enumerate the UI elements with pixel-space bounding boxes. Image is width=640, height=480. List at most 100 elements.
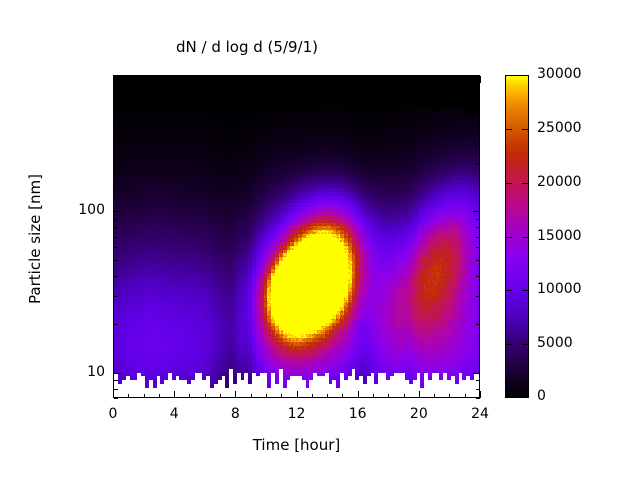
y-tick-label: 10 [87,363,105,380]
colorbar-tick-label: 30000 [537,66,582,82]
x-tick-minor-top [327,76,329,80]
x-tick-minor [372,394,374,398]
x-tick-minor-top [464,76,466,80]
colorbar-tick-label: 15000 [537,227,582,244]
x-tick-minor-top [265,76,267,80]
x-axis-title: Time [hour] [252,436,341,454]
colorbar [505,75,529,398]
x-tick-minor [143,394,145,398]
colorbar-tick-label: 25000 [537,119,582,136]
y-tick-minor [114,380,118,382]
colorbar-tick-label: 20000 [537,173,582,190]
colorbar-tick-label: 10000 [537,281,582,298]
x-tick-minor-top [342,76,344,80]
y-tick-minor-right [476,275,480,277]
x-tick-major [296,391,298,398]
x-tick-major [113,391,114,398]
y-tick-minor-right [476,227,480,229]
heatmap-canvas [114,76,479,397]
x-tick-minor [342,394,344,398]
x-tick-minor-top [143,76,145,80]
y-tick-minor-right [476,388,480,390]
y-tick-minor [114,85,118,87]
colorbar-tick-label: 0 [537,388,546,404]
colorbar-tick-right [522,290,528,292]
x-tick-label: 4 [169,406,179,422]
x-tick-minor-top [158,76,160,80]
y-tick-minor-right [476,295,480,297]
y-tick-label: 100 [78,202,105,219]
y-tick-minor [114,324,118,326]
y-tick-minor [114,295,118,297]
x-tick-minor [158,394,160,398]
x-tick-major-top [174,76,176,83]
y-tick-minor [114,134,118,136]
colorbar-gradient [506,76,528,397]
y-tick-minor [114,227,118,229]
y-tick-minor-right [476,98,480,100]
x-tick-minor [449,394,451,398]
y-tick-minor-right [476,75,480,76]
x-tick-label: 12 [287,406,306,422]
x-tick-major-top [296,76,298,83]
colorbar-tick [506,128,512,130]
colorbar-tick-right [522,344,528,346]
colorbar-tick-label: 5000 [537,335,573,352]
x-tick-minor-top [128,76,130,80]
x-tick-minor-top [372,76,374,80]
colorbar-tick [506,75,512,76]
y-tick-major-right [473,372,480,374]
x-tick-major-top [357,76,359,83]
x-tick-major [357,391,359,398]
y-tick-major-right [473,211,480,213]
x-tick-major-top [418,76,420,83]
x-tick-minor [265,394,267,398]
y-tick-minor-right [476,114,480,116]
colorbar-tick [506,236,512,238]
colorbar-tick [506,397,512,398]
colorbar-tick-right [522,182,528,184]
x-tick-major-top [235,76,237,83]
x-tick-major-top [113,76,114,83]
colorbar-tick-right [522,236,528,238]
y-tick-minor [114,236,118,238]
heatmap-plot-area [113,75,480,398]
x-tick-minor-top [220,76,222,80]
y-tick-minor [114,247,118,249]
y-tick-minor [114,218,118,220]
y-tick-minor-right [476,236,480,238]
y-tick-minor-right [476,380,480,382]
x-tick-minor-top [204,76,206,80]
colorbar-tick [506,182,512,184]
x-tick-minor-top [388,76,390,80]
x-tick-minor [464,394,466,398]
y-tick-minor-right [476,85,480,87]
x-tick-minor [189,394,191,398]
x-tick-label: 0 [108,406,118,422]
y-tick-minor [114,114,118,116]
y-tick-major [114,211,121,213]
x-tick-minor-top [449,76,451,80]
x-tick-label: 8 [230,406,240,422]
x-tick-label: 16 [348,406,367,422]
y-axis-title: Particle size [nm] [26,174,44,304]
x-tick-label: 24 [471,406,489,422]
x-tick-minor [128,394,130,398]
y-tick-minor [114,162,118,164]
y-tick-major [114,372,121,374]
y-tick-minor-right [476,218,480,220]
x-tick-major-top [480,76,481,83]
x-tick-label: 20 [409,406,428,422]
y-tick-minor-right [476,260,480,262]
x-tick-major [480,391,481,398]
x-tick-minor-top [250,76,252,80]
x-tick-minor-top [434,76,436,80]
x-tick-minor [327,394,329,398]
y-tick-minor-right [476,162,480,164]
x-tick-minor [281,394,283,398]
x-tick-major [174,391,176,398]
x-tick-minor [434,394,436,398]
y-tick-minor [114,275,118,277]
y-tick-minor-right [476,398,480,399]
